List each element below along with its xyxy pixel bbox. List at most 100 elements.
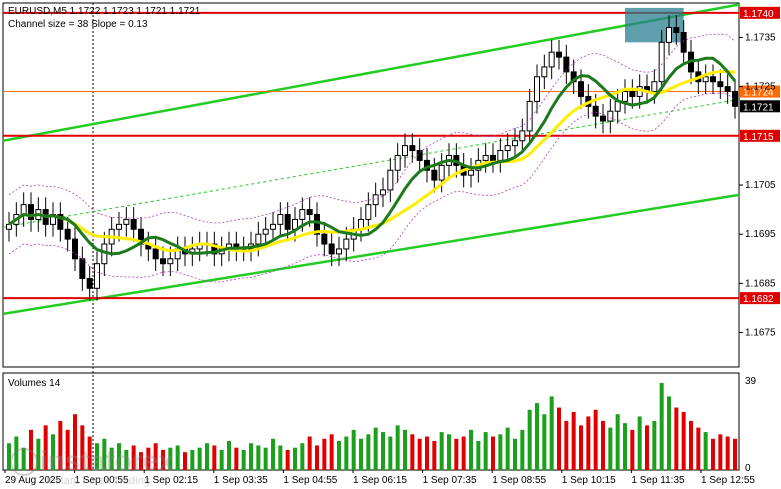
candle-body bbox=[380, 189, 386, 196]
watermark-logo-icon bbox=[10, 448, 38, 476]
orange-level-label: 1.1724 bbox=[743, 88, 774, 99]
x-tick-label: 1 Sep 00:55 bbox=[75, 475, 129, 486]
volume-bar bbox=[21, 447, 26, 470]
volume-bar bbox=[425, 436, 429, 470]
volume-bar bbox=[439, 432, 444, 470]
candle-body bbox=[541, 66, 548, 78]
volume-bar bbox=[175, 445, 180, 470]
candle-body bbox=[622, 91, 628, 102]
candle-body bbox=[270, 223, 276, 230]
price-level-tag bbox=[740, 6, 780, 19]
volume-bar bbox=[410, 434, 415, 470]
volume-bar bbox=[51, 434, 55, 470]
volume-bar bbox=[718, 434, 723, 470]
candle-body bbox=[702, 76, 709, 83]
volume-bar bbox=[447, 434, 451, 470]
candle-body bbox=[512, 140, 518, 147]
volume-bar bbox=[322, 438, 327, 470]
envelope-lower-line bbox=[8, 92, 736, 283]
envelope-upper-line bbox=[8, 33, 736, 224]
y-tick-label: 1.1695 bbox=[745, 229, 776, 240]
volume-bar bbox=[579, 425, 583, 470]
volume-bar bbox=[366, 434, 371, 470]
volume-bar bbox=[234, 447, 239, 470]
candle-body bbox=[130, 218, 137, 230]
volume-bar bbox=[329, 434, 334, 470]
y-tick-label: 1.1675 bbox=[745, 328, 776, 339]
volume-bar bbox=[212, 445, 217, 470]
volume-bar bbox=[139, 452, 143, 470]
candle-body bbox=[284, 214, 291, 230]
candle-body bbox=[651, 81, 658, 93]
volume-bar bbox=[153, 443, 158, 470]
candle-body bbox=[607, 110, 614, 122]
chart-symbol-header: EURUSD,M5 1.1722 1.1723 1.1721 1.1721 bbox=[8, 6, 201, 17]
candle-body bbox=[277, 214, 284, 225]
volume-bar bbox=[630, 429, 635, 470]
x-tick-label: 1 Sep 08:55 bbox=[492, 475, 546, 486]
volume-bar bbox=[703, 432, 708, 470]
orange-level-tag bbox=[740, 85, 780, 98]
candle-body bbox=[123, 218, 130, 225]
channel-layer bbox=[2, 3, 740, 316]
highlight-box bbox=[625, 7, 684, 43]
candle-body bbox=[497, 150, 504, 161]
volume-bar bbox=[615, 414, 620, 470]
volume-bar bbox=[469, 429, 473, 470]
volume-bar bbox=[608, 427, 613, 470]
candle-body bbox=[86, 277, 93, 289]
volume-bar bbox=[520, 429, 525, 470]
volume-bar bbox=[359, 438, 363, 470]
x-tick-label: 29 Aug 2025 bbox=[5, 475, 62, 486]
volume-bar bbox=[542, 414, 547, 470]
volume-tick-label: 39 bbox=[745, 376, 757, 387]
candle-body bbox=[438, 164, 445, 181]
channel-mid-line bbox=[2, 98, 740, 228]
volume-bar bbox=[652, 420, 657, 470]
candle-body bbox=[160, 258, 166, 265]
candle-body bbox=[336, 248, 342, 255]
candle-body bbox=[482, 154, 489, 161]
volume-bar bbox=[417, 438, 422, 470]
volume-bar bbox=[29, 429, 33, 470]
volume-bar bbox=[36, 438, 41, 470]
volume-bar bbox=[711, 438, 715, 470]
volume-bar bbox=[681, 412, 686, 470]
candle-body bbox=[666, 27, 672, 43]
candle-body bbox=[409, 145, 416, 152]
x-tick-label: 1 Sep 12:55 bbox=[701, 475, 755, 486]
volume-bar bbox=[131, 445, 136, 470]
candle-body bbox=[519, 130, 526, 142]
moving-averages-layer bbox=[8, 33, 737, 283]
volume-bar bbox=[205, 443, 209, 470]
volume-bar bbox=[43, 425, 48, 470]
volumes-title: Volumes 14 bbox=[8, 378, 61, 389]
volume-bar bbox=[249, 443, 253, 470]
candle-body bbox=[732, 91, 738, 107]
volume-bar bbox=[351, 429, 356, 470]
volume-bar bbox=[564, 420, 569, 470]
volume-bar bbox=[403, 429, 407, 470]
y-tick-label: 1.1725 bbox=[745, 82, 776, 93]
candle-body bbox=[343, 238, 350, 250]
volume-bar bbox=[725, 436, 730, 470]
watermark-brand: instaforex bbox=[40, 445, 174, 476]
volume-bar bbox=[80, 425, 85, 470]
volume-bar bbox=[256, 445, 261, 470]
volume-bar bbox=[87, 436, 92, 470]
candle-body bbox=[57, 214, 64, 230]
price-axis-layer: 1.1735 1.1725 1.1705 1.1695 1.1685 1.1675 39 0 bbox=[739, 32, 776, 474]
candle-body bbox=[167, 258, 174, 265]
volume-bar bbox=[571, 412, 576, 470]
x-tick-label: 1 Sep 03:35 bbox=[214, 475, 268, 486]
volume-bar bbox=[535, 403, 539, 470]
candle-body bbox=[116, 223, 122, 230]
volume-bar bbox=[161, 449, 165, 470]
price-level-label: 1.1740 bbox=[743, 9, 774, 20]
watermark-tagline: Instant Forex Trading bbox=[46, 475, 150, 487]
main-plot-frame bbox=[2, 2, 740, 368]
candle-body bbox=[28, 204, 34, 220]
candle-body bbox=[321, 233, 328, 245]
candle-body bbox=[328, 243, 335, 255]
